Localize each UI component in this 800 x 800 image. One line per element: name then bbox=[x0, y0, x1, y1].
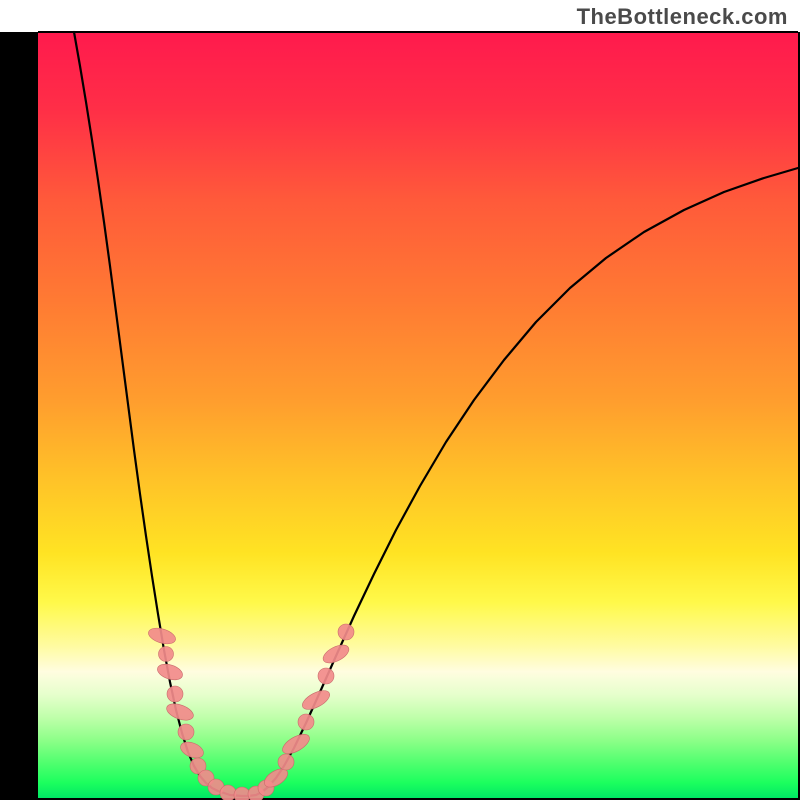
chart-root: TheBottleneck.com bbox=[0, 0, 800, 800]
marker-bead bbox=[164, 701, 195, 724]
marker-bead bbox=[159, 647, 174, 662]
marker-cluster-right bbox=[248, 624, 354, 800]
marker-cluster-left bbox=[147, 625, 250, 800]
marker-bead bbox=[220, 785, 236, 800]
marker-bead bbox=[280, 730, 313, 757]
curve-overlay bbox=[0, 0, 800, 800]
frame-left bbox=[0, 32, 38, 800]
marker-bead bbox=[278, 754, 294, 770]
marker-bead bbox=[234, 787, 250, 800]
marker-bead bbox=[178, 739, 205, 761]
marker-bead bbox=[298, 714, 314, 730]
marker-bead bbox=[178, 724, 194, 740]
marker-bead bbox=[338, 624, 354, 640]
marker-bead bbox=[318, 668, 334, 684]
marker-bead bbox=[155, 661, 184, 682]
marker-bead bbox=[147, 625, 178, 647]
bottleneck-curve bbox=[74, 32, 798, 796]
marker-bead bbox=[167, 686, 183, 702]
marker-bead bbox=[320, 641, 351, 666]
marker-bead bbox=[299, 687, 332, 713]
